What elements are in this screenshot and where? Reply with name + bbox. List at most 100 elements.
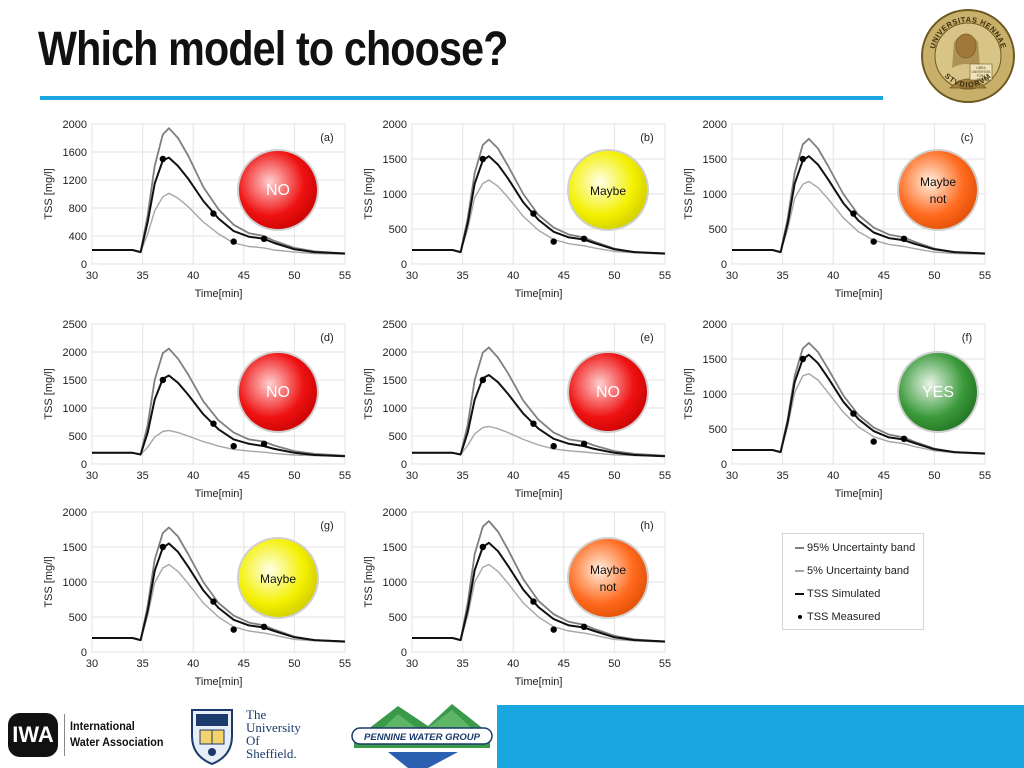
x-axis-label: Time[min]: [835, 288, 883, 300]
panel-label: (d): [320, 332, 333, 344]
legend-label: 95% Uncertainty band: [807, 542, 916, 554]
iwa-badge-icon: IWA: [8, 713, 58, 757]
seal-book-line: UNIVERSITA: [972, 70, 992, 74]
y-tick-label: 2500: [383, 319, 407, 331]
legend-label: TSS Measured: [807, 611, 881, 623]
tss-chart-c: 30 35 40 45 50 55 0 500 1000 1500 2000 (c) Time[min]…: [683, 119, 991, 300]
measured-point: [479, 376, 487, 384]
x-tick-label: 40: [507, 470, 519, 482]
y-tick-label: 2000: [383, 119, 407, 131]
series-line-5: [732, 180, 986, 255]
measured-point: [530, 598, 537, 605]
series-line-95: [92, 347, 346, 457]
x-tick-label: 45: [558, 658, 570, 670]
series-line-5: [412, 563, 666, 643]
x-tick-label: 40: [827, 270, 839, 282]
y-axis-label: TSS [mg/l]: [43, 168, 55, 219]
y-tick-label: 1000: [703, 389, 727, 401]
measured-point: [159, 543, 167, 551]
measured-point: [479, 155, 487, 163]
y-tick-label: 0: [401, 647, 407, 659]
measured-point: [580, 440, 588, 448]
measured-point: [210, 420, 217, 427]
sheffield-crest-icon: [191, 709, 233, 766]
measured-point: [530, 210, 537, 217]
y-tick-label: 2500: [63, 319, 87, 331]
y-tick-label: 2000: [703, 319, 727, 331]
x-tick-label: 35: [136, 470, 148, 482]
legend-swatch: [795, 570, 804, 573]
measured-point: [580, 623, 588, 630]
x-tick-label: 45: [878, 470, 890, 482]
measured-point: [260, 440, 268, 448]
university-seal-logo: LIBRA UNIVERSITA TORA ENNA UNIVERSITAS H…: [921, 9, 1015, 103]
y-axis-label: TSS [mg/l]: [43, 368, 55, 419]
measured-point: [799, 155, 807, 163]
footer-accent-bar: [497, 705, 1024, 768]
measured-point: [530, 420, 537, 427]
measured-point: [210, 598, 217, 605]
y-tick-label: 2000: [383, 347, 407, 359]
x-tick-label: 30: [86, 470, 98, 482]
verdict-label: NO: [266, 182, 290, 199]
y-tick-label: 1500: [383, 375, 407, 387]
y-tick-label: 1000: [383, 403, 407, 415]
tss-chart-a: 30 35 40 45 50 55 0 400 800 1200 1600 2000 (a) Time[m…: [43, 119, 351, 300]
pennine-water-group-logo: PENNINE WATER GROUP: [351, 704, 493, 768]
measured-point: [870, 238, 877, 245]
verdict-circle: [897, 149, 979, 231]
x-tick-label: 55: [979, 270, 991, 282]
series-line-simulated: [412, 374, 666, 458]
y-axis-label: TSS [mg/l]: [363, 556, 375, 607]
x-tick-label: 50: [928, 470, 940, 482]
x-axis-label: Time[min]: [195, 676, 243, 688]
tss-chart-f: 30 35 40 45 50 55 0 500 1000 1500 2000 (f) Time[min]…: [683, 319, 991, 500]
x-tick-label: 30: [406, 658, 418, 670]
verdict-label: Maybe: [920, 175, 956, 189]
slide-title: Which model to choose?: [38, 23, 508, 76]
x-tick-label: 30: [86, 270, 98, 282]
x-tick-label: 50: [288, 270, 300, 282]
sheffield-logo: The University Of Sheffield.: [186, 706, 316, 766]
y-axis-label: TSS [mg/l]: [43, 556, 55, 607]
series-line-simulated: [92, 374, 346, 458]
x-tick-label: 35: [456, 658, 468, 670]
x-tick-label: 55: [659, 470, 671, 482]
legend-marker: [798, 615, 802, 620]
x-tick-label: 35: [136, 658, 148, 670]
measured-point: [159, 155, 167, 163]
y-tick-label: 1000: [383, 577, 407, 589]
x-tick-label: 40: [827, 470, 839, 482]
y-tick-label: 400: [69, 231, 87, 243]
y-axis-label: TSS [mg/l]: [683, 168, 695, 219]
legend-label: 5% Uncertainty band: [807, 565, 910, 577]
x-tick-label: 40: [507, 270, 519, 282]
y-tick-label: 0: [81, 459, 87, 471]
sheffield-line-1: The: [246, 707, 267, 722]
y-tick-label: 1200: [63, 175, 87, 187]
y-axis-label: TSS [mg/l]: [683, 368, 695, 419]
measured-point: [850, 410, 857, 417]
y-tick-label: 2000: [63, 507, 87, 519]
verdict-label: Maybe: [590, 563, 626, 577]
verdict-label: Maybe: [260, 572, 296, 586]
tss-chart-g: 30 35 40 45 50 55 0 500 1000 1500 2000 (g) Time[min]…: [43, 507, 351, 688]
panel-label: (c): [961, 132, 974, 144]
legend-item-95: 95% Uncertainty band: [795, 542, 915, 554]
x-tick-label: 50: [288, 658, 300, 670]
tss-chart-d: 30 35 40 45 50 55 0 500 1000 1500 2000 2500 (d) Time[…: [43, 319, 351, 500]
y-axis-label: TSS [mg/l]: [363, 368, 375, 419]
verdict-label: YES: [922, 384, 954, 401]
measured-point: [159, 376, 167, 384]
x-tick-label: 30: [726, 270, 738, 282]
y-tick-label: 2000: [703, 119, 727, 131]
y-tick-label: 0: [81, 647, 87, 659]
y-tick-label: 500: [389, 431, 407, 443]
seal-book-line: TORA: [977, 74, 987, 78]
x-tick-label: 50: [608, 270, 620, 282]
x-tick-label: 45: [558, 270, 570, 282]
y-tick-label: 1500: [383, 154, 407, 166]
y-tick-label: 500: [389, 612, 407, 624]
y-tick-label: 1000: [703, 189, 727, 201]
x-tick-label: 40: [507, 658, 519, 670]
